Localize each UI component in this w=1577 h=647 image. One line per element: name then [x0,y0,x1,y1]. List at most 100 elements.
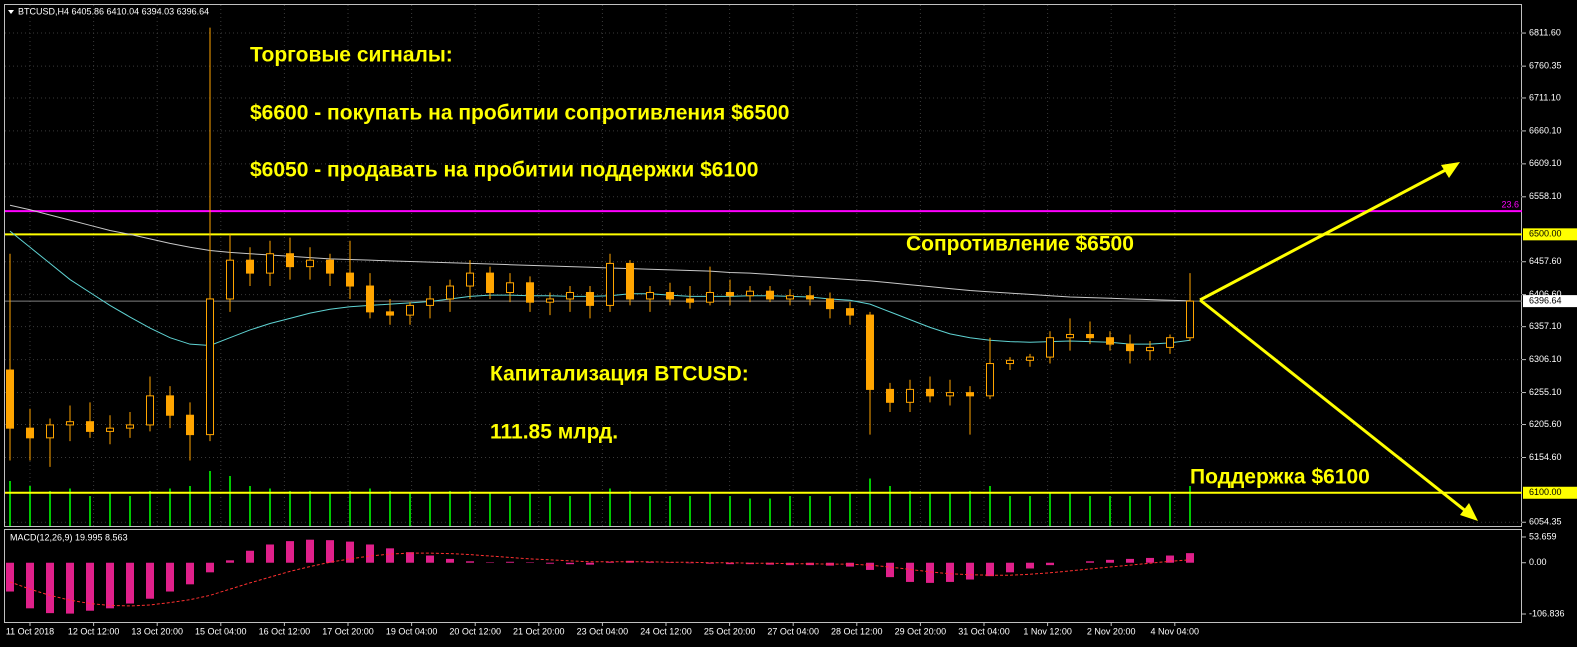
annotation: Сопротивление $6500 [906,233,1134,256]
macd-bar [306,539,314,563]
macd-bar [186,562,194,585]
candle-body [146,395,154,426]
macd-bar [506,561,514,563]
macd-bar [386,548,394,563]
y-tick-label: 6660.10 [1529,125,1562,135]
macd-bar [406,552,414,563]
macd-bar [326,540,334,563]
candle-body [1006,359,1014,365]
candle-body [526,282,534,303]
candle-body [386,311,394,316]
macd-signal [9,552,1191,607]
price-label: 6500.00 [1529,229,1562,239]
candle-body [606,262,614,306]
candle-body [46,424,54,439]
candle-body [1046,337,1054,358]
x-tick-label: 29 Oct 20:00 [895,626,947,636]
candle-body [626,262,634,300]
grid: 6811.60 6760.35 6711.10 6660.10 6609.10 6558.… [5,5,1565,636]
macd-bar [1086,561,1094,563]
price-label-box [1523,295,1577,308]
candle-body [486,272,494,293]
y-tick-label: 0.00 [1529,557,1547,567]
candle-body [1126,343,1134,352]
macd-bar [1046,562,1054,566]
macd-bar [846,562,854,567]
macd-bar [86,562,94,611]
macd-bar [446,558,454,563]
macd-bar [266,544,274,563]
candle-body [326,259,334,274]
candle-body [786,295,794,300]
macd-bar [346,541,354,563]
x-tick-label: 12 Oct 12:00 [68,626,120,636]
candle-body [1066,333,1074,339]
macd-bar [6,562,14,592]
candle-body [726,291,734,297]
candle-body [366,285,374,313]
macd-bar [1166,555,1174,563]
candle-body [506,282,514,293]
x-tick-label: 25 Oct 20:00 [704,626,756,636]
x-tick-label: 4 Nov 04:00 [1151,626,1200,636]
candle-body [246,259,254,274]
annotation: $6050 - продавать на пробитии поддержки … [250,159,759,182]
candle-body [646,291,654,300]
candle-body [846,308,854,316]
price-label-box [1523,486,1577,499]
candle-body [766,290,774,300]
candle-body [586,291,594,306]
candle-body [986,363,994,397]
x-tick-label: 16 Oct 12:00 [259,626,311,636]
candle-body [266,253,274,274]
macd-bar [966,562,974,580]
y-tick-label: 53.659 [1529,531,1557,541]
candle-body [1186,300,1194,339]
macd-bar [566,562,574,565]
x-tick-label: 23 Oct 04:00 [577,626,629,636]
candle-body [426,298,434,306]
arrow-head [1460,503,1478,521]
macd-bar [226,560,234,563]
macd-bar [1186,553,1194,563]
moving-average [9,204,1191,302]
x-tick-label: 17 Oct 20:00 [322,626,374,636]
macd-bar [46,562,54,614]
macd-bar [426,555,434,563]
macd-bar [106,562,114,609]
arrow-head [1441,162,1460,178]
macd-bar [366,544,374,563]
macd-bar [706,562,714,564]
candle-body [66,421,74,426]
macd-bar [786,562,794,566]
macd-bar [1026,562,1034,569]
macd-bar [66,562,74,614]
macd-bar [606,561,614,563]
macd-bar [946,562,954,582]
macd-bar [806,562,814,566]
y-tick-label: 6406.60 [1529,289,1562,299]
x-tick-label: 31 Oct 04:00 [958,626,1010,636]
candle-body [306,259,314,268]
arrow-down [1199,298,1473,518]
price-label-box [1523,228,1577,241]
macd-bar [1006,562,1014,573]
y-tick-label: 6205.60 [1529,419,1562,429]
annotation: $6600 - покупать на пробитии сопротивлен… [250,102,789,125]
price-label: 6396.64 [1529,295,1562,305]
macd-bar [546,562,554,564]
candle-body [746,290,754,297]
candle-body [26,427,34,439]
x-tick-label: 27 Oct 04:00 [767,626,819,636]
x-tick-label: 24 Oct 12:00 [640,626,692,636]
candle-body [686,298,694,303]
macd-bar [626,560,634,563]
header-icon [8,10,14,14]
candle-body [286,253,294,268]
macd-bar [926,562,934,583]
candle-body [1026,356,1034,361]
macd-bar [766,562,774,565]
x-tick-label: 1 Nov 12:00 [1023,626,1072,636]
